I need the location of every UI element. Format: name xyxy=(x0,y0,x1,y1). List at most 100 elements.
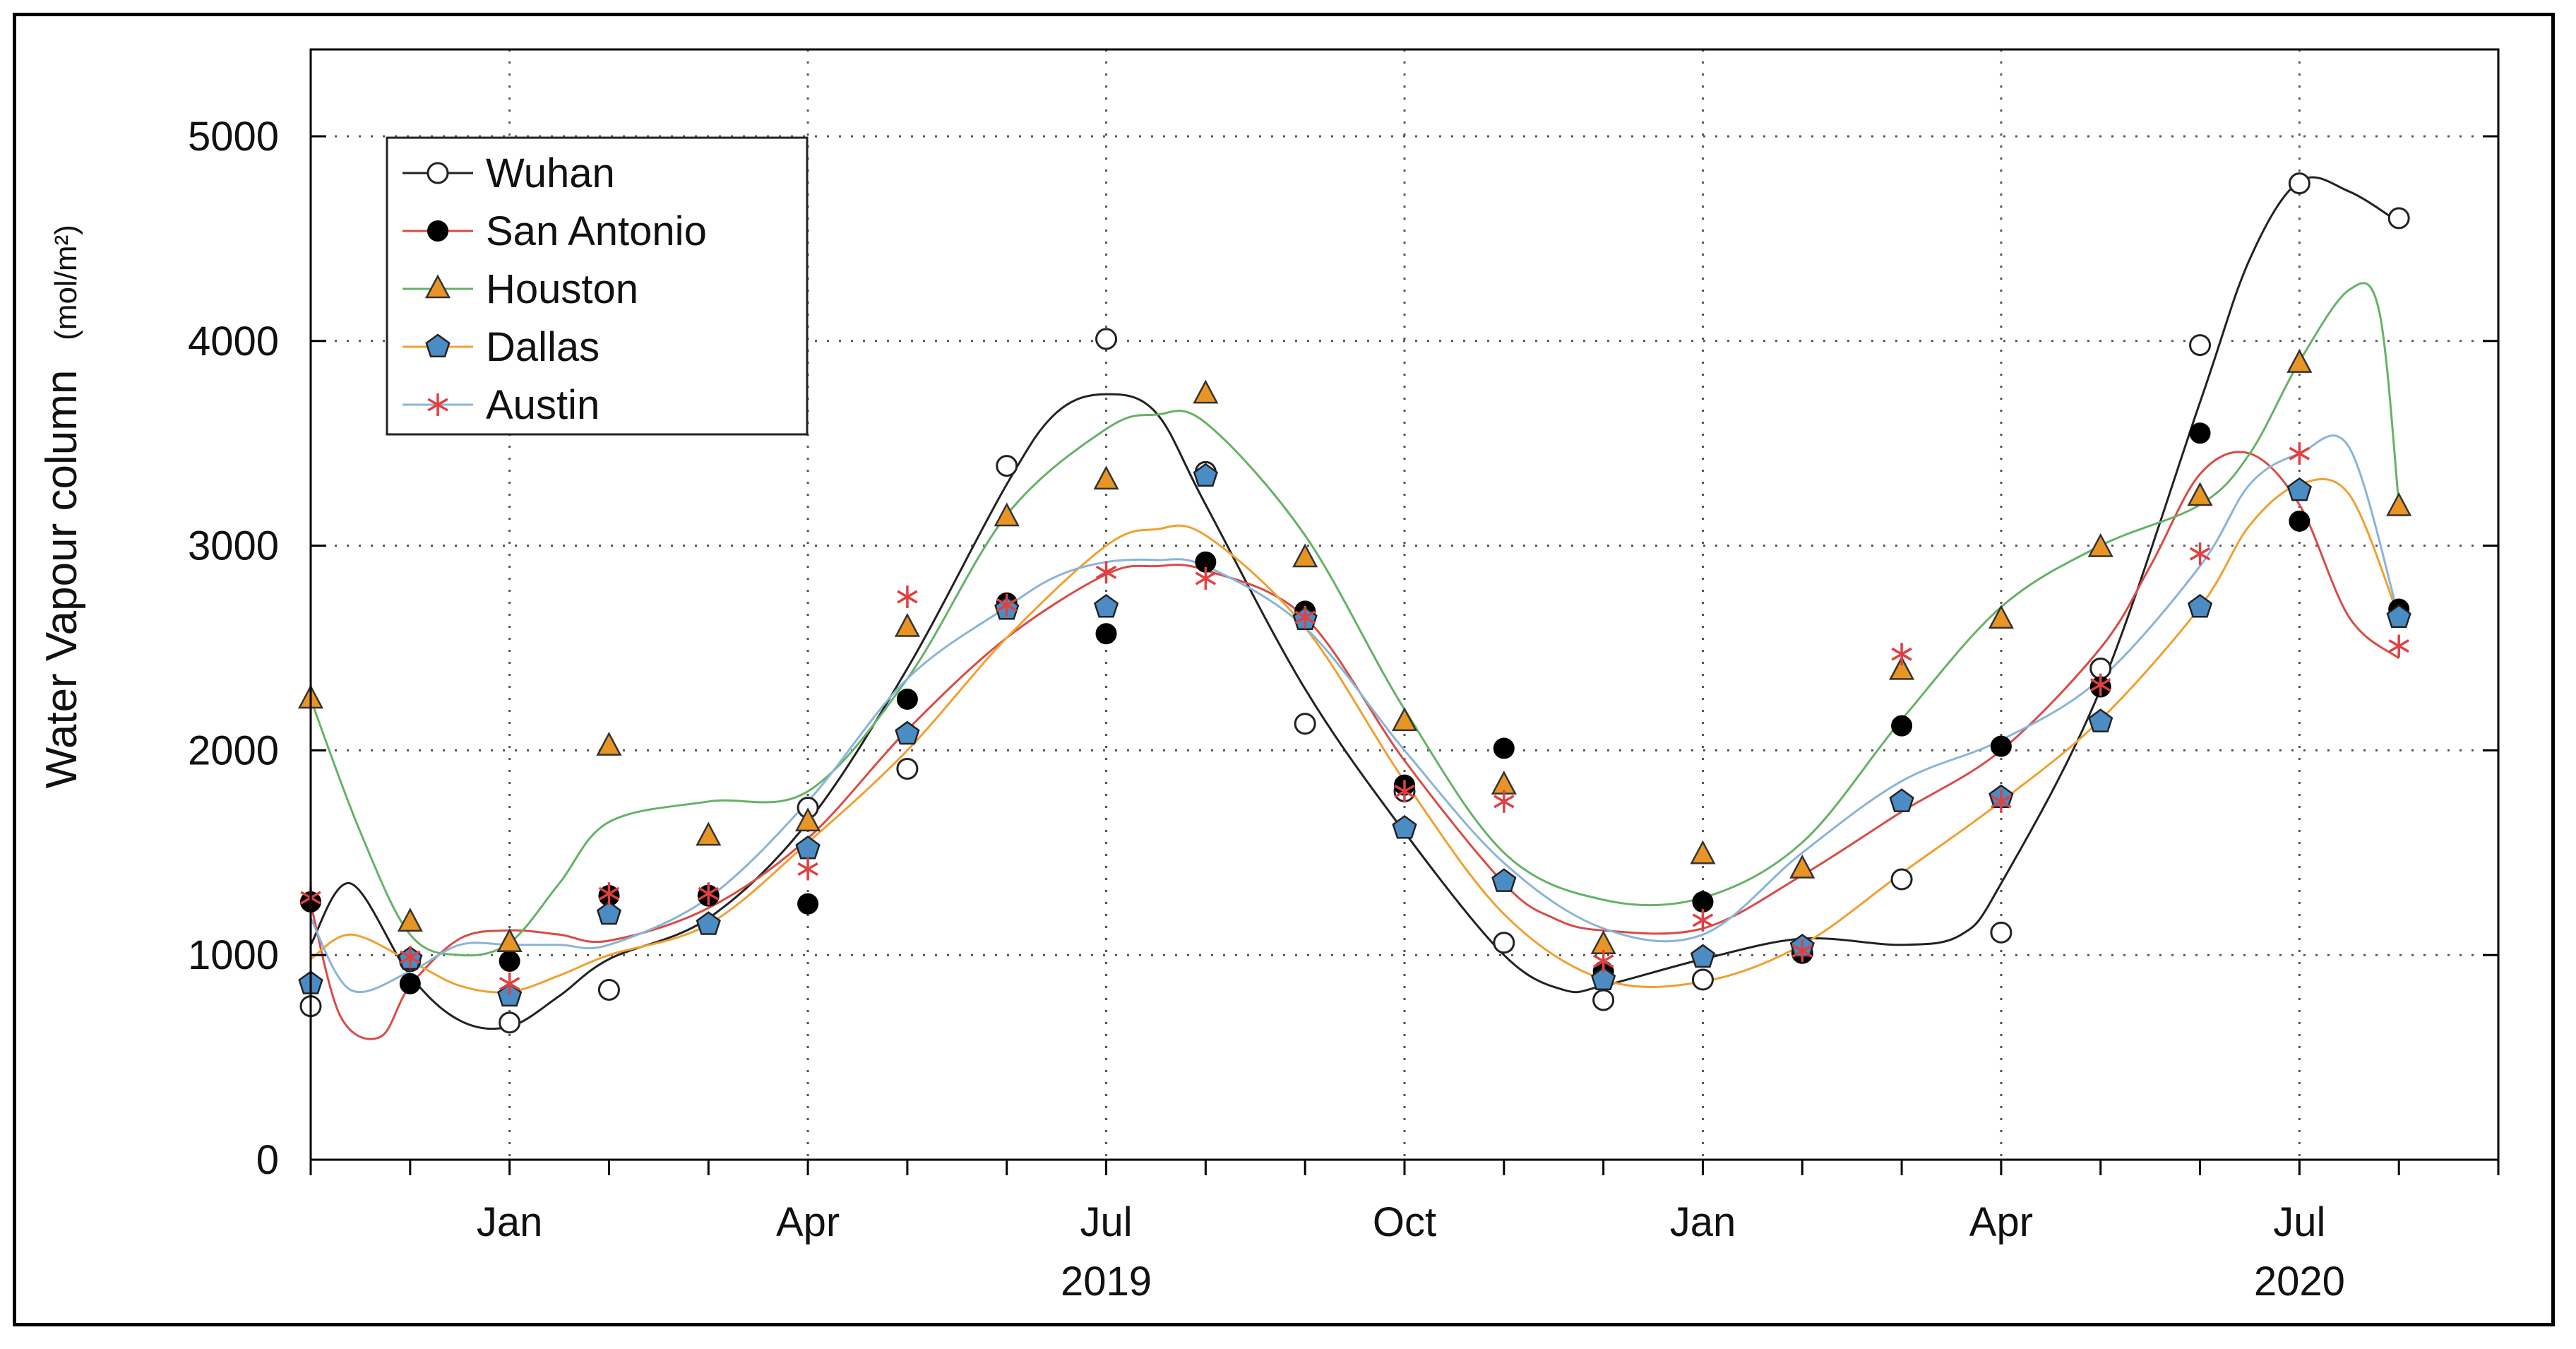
point-wuhan xyxy=(597,978,620,1001)
point-san-antonio xyxy=(1891,715,1913,737)
curve-layer xyxy=(309,176,2400,1040)
point-dallas xyxy=(895,720,920,745)
point-wuhan xyxy=(2189,334,2212,357)
asterisk-stroke xyxy=(1692,913,1714,927)
point-austin xyxy=(1891,643,1912,666)
point-austin xyxy=(1493,790,1515,813)
point-austin xyxy=(1095,561,1117,584)
point-wuhan xyxy=(1592,989,1615,1011)
point-houston xyxy=(994,502,1020,527)
asterisk-stroke xyxy=(598,886,620,901)
point-san-antonio xyxy=(2189,422,2211,444)
point-austin xyxy=(1991,790,2012,813)
series-austin xyxy=(300,442,2409,995)
point-austin xyxy=(2089,673,2111,696)
asterisk-stroke xyxy=(2289,446,2310,460)
legend-box xyxy=(386,136,809,436)
point-wuhan xyxy=(499,1011,521,1034)
point-wuhan xyxy=(1493,932,1515,954)
point-austin xyxy=(499,972,520,995)
legend-label-dallas: Dallas xyxy=(486,324,600,370)
curve-houston xyxy=(309,282,2400,957)
point-wuhan xyxy=(1890,868,1913,891)
point-austin xyxy=(2289,442,2310,465)
series-dallas xyxy=(298,463,2411,1007)
x-tick-label: Jul xyxy=(2273,1199,2325,1245)
point-houston xyxy=(1193,379,1219,404)
y-tick-label: 5000 xyxy=(188,114,279,160)
point-houston xyxy=(696,821,722,846)
point-austin xyxy=(1692,908,1714,932)
y-tick-label: 4000 xyxy=(188,319,279,364)
legend-marker-houston xyxy=(424,274,451,299)
point-san-antonio xyxy=(1990,735,2012,757)
point-wuhan xyxy=(1294,713,1316,735)
y-tick-label: 1000 xyxy=(188,932,279,978)
legend-marker-austin xyxy=(427,393,448,416)
point-dallas xyxy=(1392,814,1417,839)
point-houston xyxy=(2087,533,2113,557)
legend-label-austin: Austin xyxy=(486,382,600,428)
point-san-antonio xyxy=(1095,623,1117,645)
legend-marker-san-antonio xyxy=(427,220,448,242)
x-year-label: 2020 xyxy=(2254,1259,2345,1305)
asterisk-stroke xyxy=(400,950,421,964)
point-austin xyxy=(897,586,918,609)
asterisk-stroke xyxy=(1493,795,1515,809)
point-san-antonio xyxy=(399,973,421,994)
point-dallas xyxy=(596,901,622,925)
point-dallas xyxy=(1093,593,1119,618)
point-austin xyxy=(2388,634,2409,658)
legend-marker-dallas xyxy=(425,333,451,358)
y-axis-unit: (mol/m²) xyxy=(49,225,83,340)
point-wuhan xyxy=(996,455,1018,477)
point-wuhan xyxy=(896,757,919,780)
curve-wuhan xyxy=(309,176,2399,1030)
x-tick-label: Jul xyxy=(1080,1199,1132,1245)
point-houston xyxy=(397,908,423,932)
point-houston xyxy=(795,807,821,832)
point-houston xyxy=(1889,655,1915,680)
point-houston xyxy=(1789,854,1815,879)
point-san-antonio xyxy=(2289,510,2310,532)
asterisk-stroke xyxy=(897,590,918,604)
point-austin xyxy=(598,882,620,905)
asterisk-stroke xyxy=(1394,784,1415,798)
curve-austin xyxy=(309,434,2400,994)
asterisk-stroke xyxy=(1095,565,1117,579)
point-houston xyxy=(1391,707,1418,732)
asterisk-stroke xyxy=(996,598,1018,612)
point-austin xyxy=(797,857,818,881)
point-houston xyxy=(1690,840,1716,864)
point-dallas xyxy=(1193,463,1218,487)
asterisk-stroke xyxy=(427,398,448,412)
point-houston xyxy=(1292,543,1318,568)
point-dallas xyxy=(1591,966,1616,990)
x-year-label: 2019 xyxy=(1061,1259,1152,1305)
point-san-antonio xyxy=(896,688,918,710)
curve-san-antonio xyxy=(309,451,2400,1040)
point-san-antonio xyxy=(1692,891,1714,913)
legend-label-san-antonio: San Antonio xyxy=(486,208,707,254)
point-houston xyxy=(496,928,523,953)
point-austin xyxy=(698,882,720,905)
asterisk-stroke xyxy=(698,886,720,901)
point-wuhan xyxy=(1095,328,1118,350)
asterisk-stroke xyxy=(2089,678,2111,692)
asterisk-stroke xyxy=(1791,944,1813,958)
asterisk-stroke xyxy=(1592,954,1614,968)
asterisk-stroke xyxy=(797,862,818,876)
point-houston xyxy=(2286,349,2313,373)
point-houston xyxy=(1093,465,1119,490)
curve-dallas xyxy=(310,477,2400,994)
point-dallas xyxy=(1889,788,1914,812)
point-wuhan xyxy=(1990,921,2012,944)
point-san-antonio xyxy=(499,950,520,972)
y-tick-label: 3000 xyxy=(188,523,279,569)
point-austin xyxy=(2189,542,2211,566)
x-tick-label: Jan xyxy=(1670,1199,1736,1245)
point-wuhan xyxy=(2288,172,2310,195)
point-dallas xyxy=(2286,477,2312,501)
point-dallas xyxy=(696,911,721,935)
